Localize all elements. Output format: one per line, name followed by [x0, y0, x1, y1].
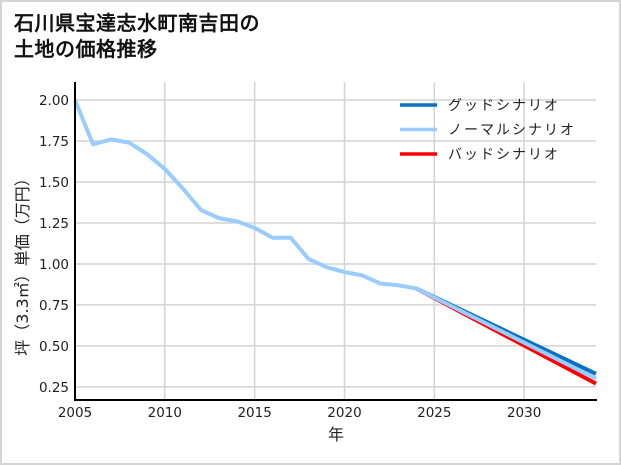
x-tick-label: 2030 — [507, 405, 541, 421]
gridlines — [74, 82, 596, 400]
chart-title-line-2: 土地の価格推移 — [14, 37, 158, 61]
x-tick-label: 2025 — [417, 405, 451, 421]
legend-label: ノーマルシナリオ — [448, 123, 576, 139]
legend-label: バッドシナリオ — [448, 147, 560, 163]
y-tick-label: 0.75 — [39, 298, 69, 314]
legend-label: グッドシナリオ — [448, 98, 560, 114]
x-tick-label: 2020 — [327, 405, 361, 421]
y-tick-labels: 0.25 0.50 0.75 1.00 1.25 1.50 1.75 2.00 — [39, 93, 69, 396]
x-tick-label: 2015 — [237, 405, 271, 421]
y-tick-label: 1.75 — [39, 134, 69, 150]
x-axis-label: 年 — [328, 425, 344, 444]
chart-title: 石川県宝達志水町南吉田の 土地の価格推移 — [14, 10, 260, 62]
y-tick-label: 2.00 — [39, 93, 69, 109]
series-line-1 — [73, 99, 597, 381]
y-tick-label: 1.50 — [39, 175, 69, 191]
y-axis-label: 坪（3.3㎡）単価（万円） — [13, 170, 32, 355]
axes — [74, 82, 597, 401]
y-tick-label: 0.25 — [39, 380, 69, 396]
x-tick-labels: 2005 2010 2015 2020 2025 2030 — [58, 405, 541, 421]
x-tick-label: 2010 — [148, 405, 182, 421]
x-tick-label: 2005 — [58, 405, 92, 421]
y-tick-label: 1.25 — [39, 216, 69, 232]
chart-title-line-1: 石川県宝達志水町南吉田の — [14, 11, 260, 35]
y-tick-label: 1.00 — [39, 257, 69, 273]
y-tick-label: 0.50 — [39, 339, 69, 355]
data-series — [73, 99, 597, 386]
